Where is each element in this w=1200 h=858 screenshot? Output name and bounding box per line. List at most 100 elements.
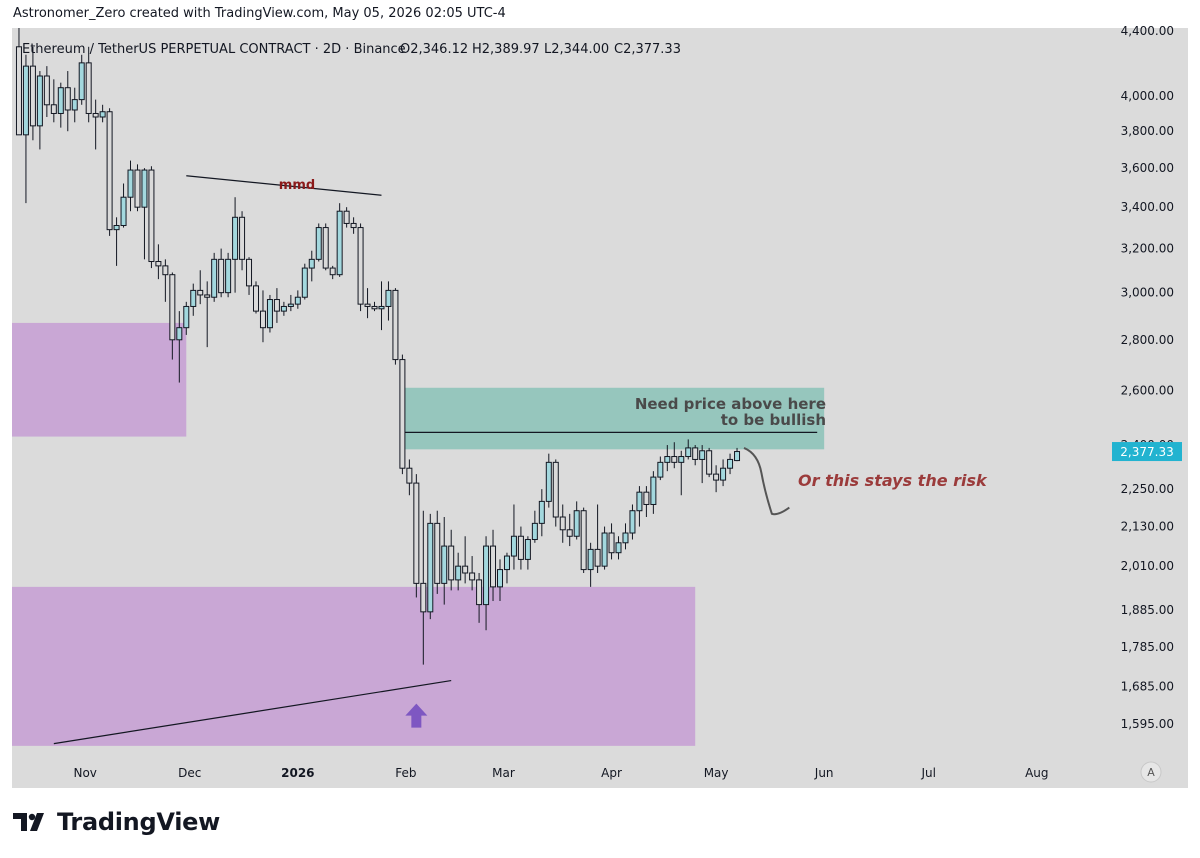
candle <box>364 288 371 319</box>
candle <box>259 290 266 343</box>
y-tick-label: 2,010.00 <box>1121 559 1174 573</box>
candle <box>155 244 162 280</box>
last-price-label: 2,377.33 <box>1120 445 1173 459</box>
auto-scale-button[interactable]: A <box>1140 761 1162 783</box>
candle <box>636 486 643 527</box>
candle <box>441 517 448 605</box>
candle <box>43 66 50 117</box>
annotation-bullish-line1: Need price above here <box>635 395 826 413</box>
candle <box>678 450 685 496</box>
time-axis-background <box>12 757 1188 788</box>
candle <box>162 259 169 302</box>
candle <box>301 263 308 300</box>
candle <box>720 459 727 487</box>
candle <box>483 536 490 631</box>
x-tick-label: May <box>704 766 729 780</box>
candle <box>455 552 462 591</box>
candle <box>22 54 29 204</box>
candle <box>71 87 78 123</box>
chart-title: Ethereum / TetherUS PERPETUAL CONTRACT ·… <box>22 42 406 57</box>
ohlc-low: L2,344.00 <box>544 42 609 57</box>
candle <box>190 283 197 316</box>
candle <box>552 459 559 527</box>
candle <box>280 301 287 316</box>
ohlc-open: O2,346.12 <box>400 42 468 57</box>
candle <box>580 507 587 573</box>
candle <box>629 504 636 540</box>
candle <box>50 79 57 123</box>
tradingview-logo-icon <box>13 813 44 831</box>
candle <box>692 445 699 466</box>
x-tick-label: Nov <box>73 766 96 780</box>
x-tick-label: Jul <box>921 766 936 780</box>
x-tick-label: Aug <box>1025 766 1048 780</box>
candle <box>727 453 734 475</box>
y-tick-label: 1,595.00 <box>1121 717 1174 731</box>
candle <box>713 465 720 493</box>
candle <box>315 223 322 262</box>
candle <box>427 513 434 620</box>
candle <box>29 46 36 141</box>
y-tick-label: 2,130.00 <box>1121 520 1174 534</box>
candle <box>594 504 601 573</box>
candle <box>434 510 441 594</box>
candle <box>566 513 573 547</box>
candle <box>266 294 273 333</box>
candle <box>204 281 211 348</box>
tradingview-brand-text: TradingView <box>57 808 220 836</box>
candle <box>15 28 22 136</box>
y-tick-label: 2,250.00 <box>1121 482 1174 496</box>
y-tick-label: 3,800.00 <box>1121 124 1174 138</box>
last-price-tag <box>1112 442 1182 462</box>
candle <box>531 510 538 543</box>
candle <box>524 536 531 570</box>
candle <box>357 223 364 312</box>
time-axis[interactable]: Nov Dec 2026 Feb Mar Apr May Jun Jul Aug <box>73 766 1048 780</box>
tradingview-logo[interactable]: TradingView <box>13 808 220 836</box>
last-price-group: 2,377.33 <box>1112 442 1182 462</box>
price-chart[interactable]: 4,400.00 4,000.00 3,800.00 3,600.00 3,400.00… <box>0 0 1200 800</box>
candle <box>225 252 232 298</box>
x-tick-label: Dec <box>178 766 201 780</box>
resistance-zone <box>402 387 825 450</box>
candle <box>622 523 629 550</box>
up-arrow-icon <box>405 703 428 728</box>
candle <box>64 71 71 132</box>
candle <box>503 552 510 584</box>
candle <box>57 82 64 128</box>
price-axis-background <box>1110 28 1188 757</box>
candle <box>85 46 92 123</box>
candle <box>657 456 664 481</box>
candle <box>287 294 294 312</box>
y-tick-label: 1,785.00 <box>1121 640 1174 654</box>
candle <box>113 217 120 266</box>
candle <box>106 108 113 236</box>
candle <box>343 207 350 228</box>
y-tick-label: 3,200.00 <box>1121 242 1174 256</box>
candle <box>671 442 678 469</box>
candle <box>448 529 455 591</box>
candle <box>420 510 427 665</box>
candle <box>587 542 594 587</box>
candle <box>469 556 476 591</box>
candle <box>134 164 141 212</box>
x-tick-label: Jun <box>814 766 834 780</box>
candles-layer <box>15 28 741 665</box>
y-tick-label: 2,800.00 <box>1121 333 1174 347</box>
candle <box>664 445 671 472</box>
candle <box>378 281 385 331</box>
x-tick-label: Feb <box>395 766 416 780</box>
candle <box>615 536 622 560</box>
candle <box>148 166 155 269</box>
ohlc-close: C2,377.33 <box>614 42 681 57</box>
candle <box>392 288 399 365</box>
trend-line <box>53 679 452 745</box>
candle <box>517 526 524 570</box>
y-tick-label: 2,600.00 <box>1121 383 1174 397</box>
zones-layer <box>12 322 825 746</box>
candle <box>127 160 134 212</box>
candle <box>734 447 741 462</box>
candle <box>329 265 336 280</box>
candle <box>169 272 176 360</box>
annotation-risk: Or this stays the risk <box>798 471 988 490</box>
